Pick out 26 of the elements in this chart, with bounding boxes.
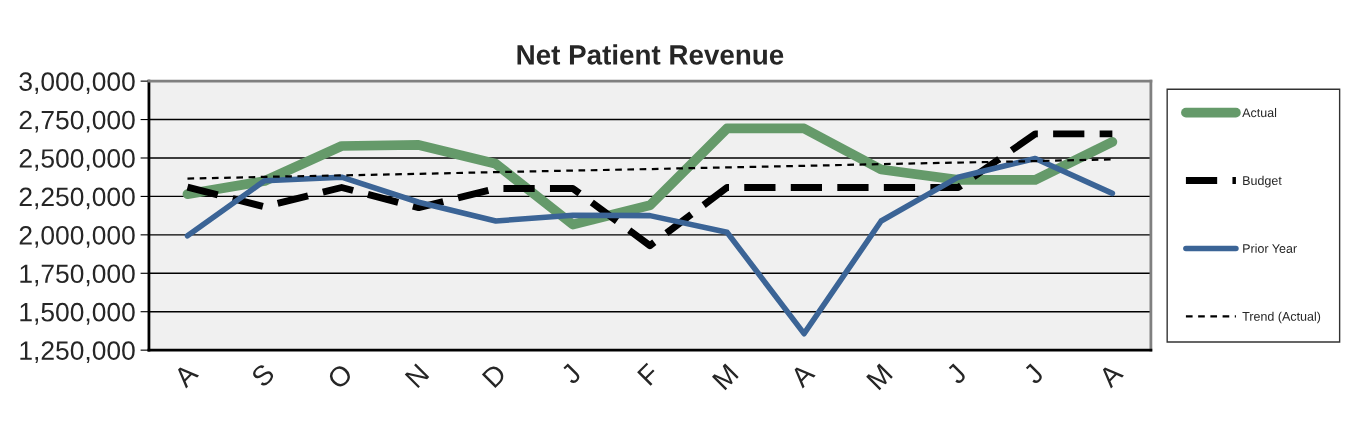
y-tick-label: 2,000,000	[19, 225, 135, 248]
x-tick-label: S	[250, 362, 276, 388]
x-tick-label: A	[1097, 362, 1124, 389]
x-tick-label: A	[789, 362, 816, 389]
x-tick-label: D	[481, 362, 508, 389]
x-tick-label: J	[559, 363, 582, 386]
legend-label: Prior Year	[1243, 243, 1297, 253]
x-tick-label: J	[945, 363, 967, 386]
x-tick-label: J	[1022, 363, 1045, 386]
y-tick-label: 3,000,000	[19, 72, 135, 95]
x-tick-label: A	[172, 362, 200, 389]
y-tick-label: 1,750,000	[20, 264, 135, 287]
x-tick-label: M	[711, 363, 739, 391]
x-tick-label: F	[637, 362, 661, 386]
x-tick-label: N	[404, 363, 430, 389]
x-tick-label: M	[866, 363, 893, 391]
y-tick-label: 2,750,000	[19, 110, 135, 133]
x-tick-label: O	[326, 362, 354, 391]
legend-label: Budget	[1243, 175, 1282, 188]
y-tick-label: 1,250,000	[20, 341, 135, 364]
legend-label: Actual	[1242, 107, 1277, 118]
y-tick-label: 2,250,000	[19, 187, 135, 210]
y-tick-label: 2,500,000	[19, 149, 135, 171]
legend-label: Trend (Actual)	[1242, 311, 1321, 324]
y-tick-label: 1,500,000	[20, 302, 135, 325]
chart-title: Net Patient Revenue	[517, 44, 784, 65]
